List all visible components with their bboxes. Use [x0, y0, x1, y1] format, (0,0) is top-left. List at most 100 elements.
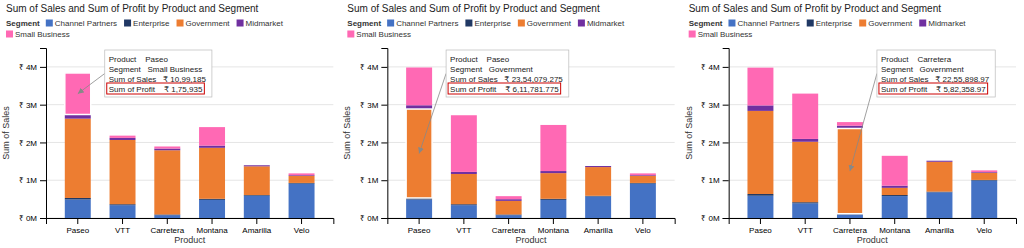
y-tick [40, 142, 46, 143]
bar-segment [792, 142, 818, 202]
x-tick [894, 218, 895, 224]
legend-label: Channel Partners [55, 19, 117, 28]
bar-segment [244, 165, 270, 166]
y-tick-label: ₹ 1M [701, 176, 720, 185]
y-tick-label: ₹ 0M [19, 214, 38, 223]
legend-swatch [859, 20, 866, 27]
legend-swatch [387, 20, 394, 27]
x-tick [256, 218, 257, 224]
legend-label: Small Business [356, 30, 411, 39]
tooltip-arrow [419, 74, 446, 154]
x-tick-label: Carretera [150, 226, 184, 235]
bar-segment [747, 68, 773, 106]
x-tick [984, 218, 985, 224]
legend-label: Midmarket [587, 19, 625, 28]
x-axis-title: Product [515, 235, 547, 245]
bar-segment [65, 198, 91, 200]
bar-segment [451, 172, 477, 174]
tooltip-text: Sum of Profit ₹ 1,75,935 [109, 85, 203, 94]
bar-segment [199, 148, 225, 199]
y-tick [40, 218, 46, 219]
bar-segment [971, 173, 997, 180]
y-tick [40, 105, 46, 106]
chart-title: Sum of Sales and Sum of Profit by Produc… [6, 3, 259, 14]
x-tick [122, 218, 123, 224]
legend-swatch [807, 20, 814, 27]
tooltip-highlight [107, 83, 205, 94]
chart-title: Sum of Sales and Sum of Profit by Produc… [689, 3, 942, 14]
y-tick-label: ₹ 3M [19, 101, 38, 110]
bar-segment [496, 201, 522, 215]
bar-segment [926, 162, 952, 192]
y-tick [381, 142, 387, 143]
x-tick-label: Amarilla [584, 226, 613, 235]
bar-segment [792, 203, 818, 218]
bar-segment-highlight [837, 129, 863, 214]
bar-segment [110, 205, 136, 218]
y-tick-label: ₹ 3M [701, 101, 720, 110]
bar-segment [406, 199, 432, 218]
x-tick [553, 218, 554, 224]
bar-segment [199, 127, 225, 146]
bar-segment [971, 181, 997, 218]
tooltip-text: Product Carretera [881, 55, 952, 64]
y-axis-line [40, 49, 47, 219]
y-tick-label: ₹ 3M [360, 101, 379, 110]
x-tick [508, 218, 509, 224]
tooltip-text: Sum of Profit ₹ 5,82,358.97 [881, 85, 986, 94]
legend-swatch [578, 20, 585, 27]
x-axis-line [47, 219, 334, 225]
bar-segment [496, 199, 522, 201]
bar-segment [882, 186, 908, 188]
tooltip-text: Product Paseo [450, 55, 510, 64]
legend-label: Small Business [698, 30, 753, 39]
y-tick-label: ₹ 0M [701, 214, 720, 223]
legend-title: Segment [6, 19, 40, 28]
x-tick-label: Montana [538, 226, 570, 235]
x-tick-label: Paseo [749, 226, 772, 235]
tooltip-highlight [879, 83, 988, 94]
x-tick [805, 218, 806, 224]
legend-swatch [46, 20, 53, 27]
bar-segment [585, 166, 611, 167]
x-axis-title: Product [857, 235, 889, 245]
bar-segment [110, 136, 136, 138]
bar-segment [199, 146, 225, 148]
bar-segment [971, 170, 997, 172]
bar-segment [199, 200, 225, 218]
y-tick-label: ₹ 1M [360, 176, 379, 185]
y-tick-label: ₹ 4M [701, 63, 720, 72]
bar-segment [496, 196, 522, 199]
legend-swatch [518, 20, 525, 27]
legend-label: Enterprise [816, 19, 853, 28]
tooltip-text: Segment Government [881, 65, 964, 74]
y-axis-line [723, 49, 730, 219]
bar-segment [65, 119, 91, 198]
bar-segment [630, 176, 656, 183]
x-tick-label: Paseo [408, 226, 431, 235]
bar-segment [110, 138, 136, 140]
tooltip-text: Segment Government [450, 65, 533, 74]
bar-segment [154, 146, 180, 148]
legend-swatch [6, 31, 13, 38]
legend-swatch [689, 31, 696, 38]
chart-root: Sum of Sales and Sum of Profit by Produc… [0, 0, 1024, 248]
legend-swatch [347, 31, 354, 38]
x-tick-label: VTT [115, 226, 130, 235]
legend-swatch [919, 20, 926, 27]
bar-segment [630, 173, 656, 175]
bar-segment [882, 195, 908, 196]
x-tick [212, 218, 213, 224]
bar-segment [496, 215, 522, 218]
bar-segment [540, 171, 566, 173]
tooltip-text: Sum of Sales ₹ 22,55,898.97 [881, 75, 990, 84]
bar-segment [244, 165, 270, 166]
bar-segment [540, 199, 566, 200]
bar-segment [792, 139, 818, 142]
y-tick [40, 67, 46, 68]
bar-segment [540, 173, 566, 199]
x-tick [939, 218, 940, 224]
x-tick-label: VTT [456, 226, 471, 235]
x-tick [301, 218, 302, 224]
legend-title: Segment [689, 19, 723, 28]
